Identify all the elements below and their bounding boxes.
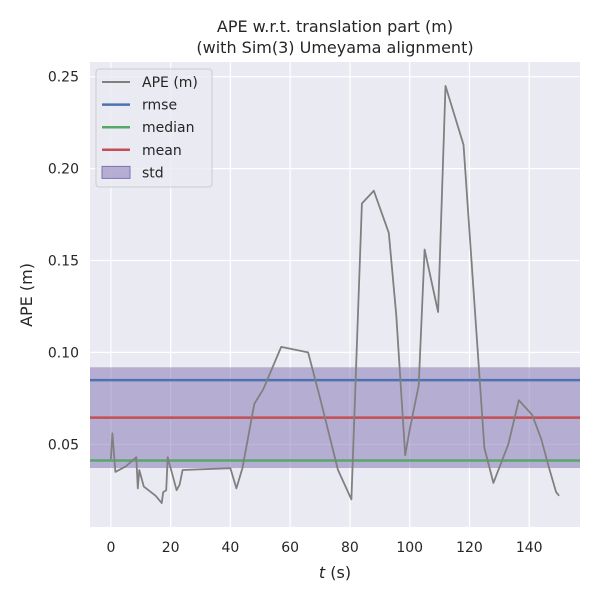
chart-subtitle: (with Sim(3) Umeyama alignment) (196, 38, 473, 57)
legend-label: mean (142, 143, 182, 159)
y-tick-label: 0.15 (48, 253, 79, 269)
x-tick-labels: 0 20 40 60 80 100 120 140 (106, 540, 542, 556)
x-axis-label: t (s) (319, 563, 351, 582)
y-tick-label: 0.25 (48, 70, 79, 86)
legend-label: rmse (142, 98, 177, 114)
chart-title: APE w.r.t. translation part (m) (217, 17, 453, 36)
x-tick-label: 100 (396, 540, 423, 556)
y-tick-label: 0.20 (48, 162, 79, 178)
x-axis-unit: (s) (325, 563, 351, 582)
x-tick-label: 60 (281, 540, 299, 556)
x-tick-label: 20 (162, 540, 180, 556)
y-axis-label: APE (m) (17, 263, 36, 327)
x-tick-label: 40 (222, 540, 240, 556)
series-layer (110, 85, 560, 505)
legend-swatch-std (101, 165, 131, 179)
legend-frame (95, 68, 213, 188)
x-tick-label: 140 (516, 540, 543, 556)
x-tick-label: 120 (456, 540, 483, 556)
y-tick-label: 0.10 (48, 345, 79, 361)
legend-label: median (142, 120, 194, 136)
x-axis-var: t (319, 563, 326, 582)
x-tick-label: 80 (341, 540, 359, 556)
ape-series-line (110, 85, 560, 505)
legend-label: std (142, 165, 164, 181)
y-tick-label: 0.05 (48, 437, 79, 453)
x-tick-label: 0 (106, 540, 115, 556)
y-tick-labels: 0.05 0.10 0.15 0.20 0.25 (48, 70, 79, 454)
legend: APE (m) rmse median mean std (95, 68, 213, 188)
legend-label: APE (m) (142, 75, 198, 91)
